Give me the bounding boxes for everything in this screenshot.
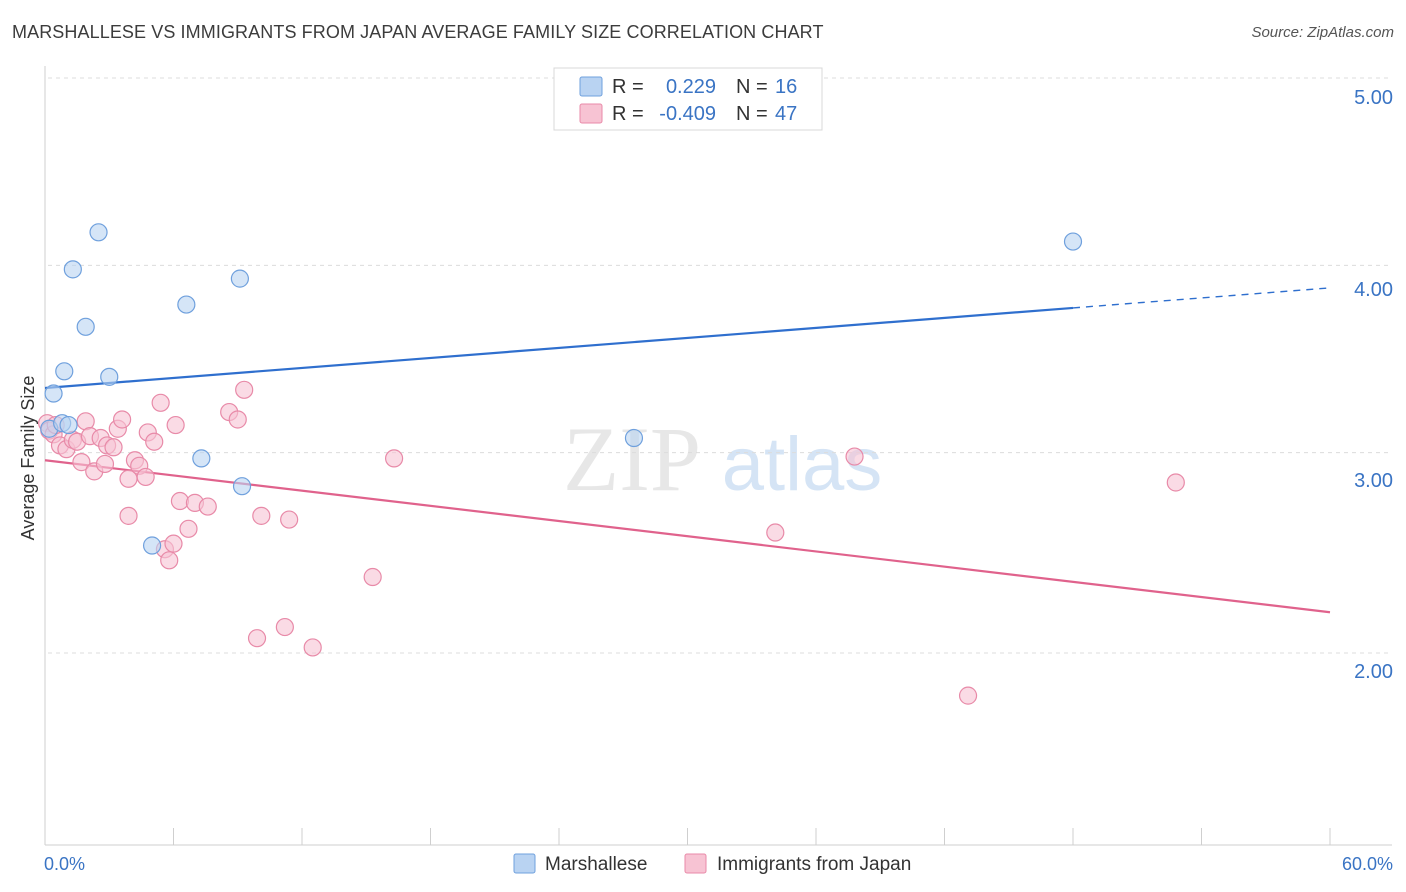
data-points [38,223,1185,705]
point-japan [179,519,198,538]
point-japan [95,454,115,474]
y-tick-label: 5.00 [1354,87,1393,109]
point-japan [252,506,271,525]
y-tick-label: 3.00 [1354,470,1393,492]
point-japan [119,506,138,525]
x-tick-label-max: 60.0% [1342,854,1393,874]
point-japan [198,497,217,516]
trendline-marshallese [44,306,1074,390]
point-marshallese [177,295,196,314]
legend-n-label-japan: N = [736,103,768,125]
chart-title: MARSHALLESE VS IMMIGRANTS FROM JAPAN AVE… [12,22,824,42]
point-japan [104,438,123,457]
point-marshallese [76,317,95,336]
point-japan [303,638,322,657]
point-japan [958,686,978,705]
trendline-extension-marshallese [1072,287,1331,309]
axes [44,66,1392,846]
point-marshallese [44,384,63,403]
x-tick-label-min: 0.0% [44,854,85,874]
trendlines [44,287,1331,614]
legend-n-value-japan: 47 [775,103,797,125]
watermark: ZIP atlas [563,408,882,510]
point-japan [166,415,185,435]
y-axis-label: Average Family Size [18,376,38,541]
point-marshallese [624,428,644,448]
bottom-legend: Marshallese Immigrants from Japan [513,853,911,875]
point-japan [228,410,247,429]
y-tick-labels: 5.00 4.00 3.00 2.00 [1354,87,1393,683]
point-japan [72,453,91,472]
legend-r-value-marshallese: 0.229 [666,76,716,98]
legend-box: R = 0.229 N = 16 R = -0.409 N = 47 [553,67,823,131]
watermark-zip: ZIP [563,408,701,510]
point-japan [160,551,179,570]
point-japan [170,491,190,511]
bottom-legend-swatch-marshallese [513,853,536,874]
point-marshallese [63,260,82,279]
y-tick-label: 4.00 [1354,279,1393,301]
point-japan [384,449,404,468]
point-japan [363,567,382,587]
legend-r-label-marshallese: R = [612,76,644,98]
point-japan [247,629,267,648]
point-japan [845,447,864,466]
gridlines [48,77,1392,654]
trendline-japan [44,459,1331,614]
point-marshallese [142,536,162,555]
point-japan [145,432,164,451]
source-credit: Source: ZipAtlas.com [1251,24,1394,41]
point-japan [1166,473,1185,492]
point-marshallese [100,367,119,386]
point-japan [275,617,294,637]
legend-r-label-japan: R = [612,103,644,125]
point-japan [280,510,299,529]
point-japan [112,410,132,429]
bottom-legend-japan: Immigrants from Japan [717,854,911,875]
point-marshallese [55,362,74,381]
legend-r-value-japan: -0.409 [659,103,716,125]
point-marshallese [230,269,249,288]
x-tick-labels: 0.0% 60.0% [44,854,1393,874]
point-japan [235,380,254,399]
point-japan [766,523,785,542]
point-japan [151,393,170,412]
y-tick-label: 2.00 [1354,661,1393,683]
bottom-legend-marshallese: Marshallese [545,854,647,875]
bottom-legend-swatch-japan [684,853,707,874]
point-japan [164,534,183,553]
legend-n-value-marshallese: 16 [775,76,797,98]
point-japan [136,467,155,487]
point-marshallese [192,449,211,468]
point-marshallese [89,223,108,242]
point-marshallese [232,477,252,496]
legend-swatch-marshallese [579,76,603,97]
legend-swatch-japan [579,103,603,124]
legend-n-label-marshallese: N = [736,76,768,98]
point-marshallese [59,415,78,435]
point-marshallese [1063,232,1083,251]
